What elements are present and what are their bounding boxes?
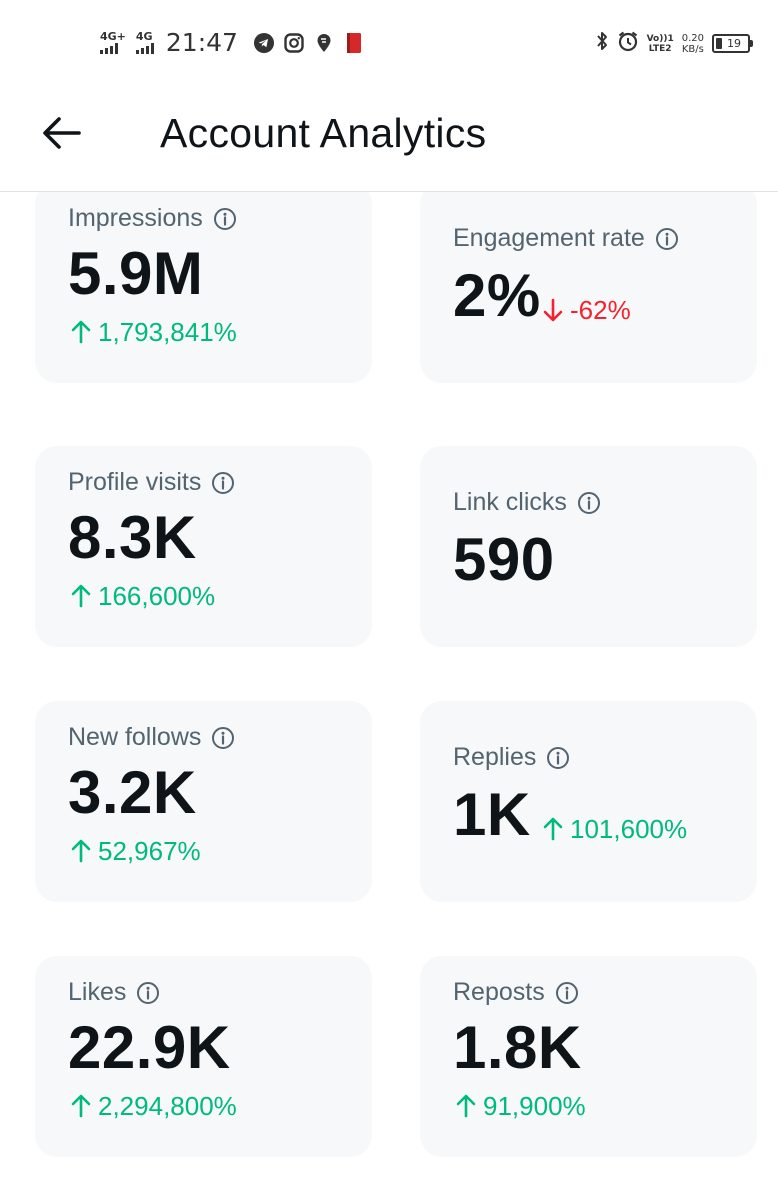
- metric-label: Reposts: [453, 978, 545, 1006]
- battery-fill: [716, 38, 722, 49]
- lte-label: LTE2: [648, 43, 672, 54]
- metric-card-profile-visits[interactable]: Profile visits 8.3K 166,600%: [35, 446, 372, 647]
- volte-label: Vo)): [646, 33, 668, 44]
- metric-label: Engagement rate: [453, 224, 645, 252]
- battery-level: 19: [727, 37, 741, 50]
- metric-value: 1K: [453, 781, 531, 848]
- info-icon[interactable]: [555, 981, 579, 1005]
- metric-label-row: Impressions: [68, 204, 237, 233]
- instagram-icon: [284, 32, 304, 53]
- status-bar-left: 4G+ 4G 21:47: [100, 28, 364, 57]
- arrow-up-icon: [70, 1094, 92, 1118]
- metric-label: Likes: [68, 978, 127, 1006]
- network-type-1: 4G+: [100, 30, 126, 43]
- app-header: Account Analytics: [0, 90, 778, 192]
- metric-change-value: 166,600%: [98, 581, 216, 611]
- volte-sim: 1: [667, 33, 674, 44]
- info-icon[interactable]: [136, 981, 160, 1005]
- metric-card-replies[interactable]: Replies 1K 101,600%: [420, 701, 757, 902]
- metric-value: 3.2K: [68, 759, 197, 826]
- info-icon[interactable]: [211, 726, 235, 750]
- metric-label: New follows: [68, 723, 202, 751]
- metric-change: 91,900%: [455, 1093, 586, 1119]
- arrow-up-icon: [70, 320, 92, 344]
- swiggy-icon: [314, 33, 334, 53]
- metric-label-row: Link clicks: [453, 488, 601, 517]
- arrow-left-icon: [43, 117, 81, 149]
- arrow-up-icon: [455, 1094, 477, 1118]
- metric-change: -62%: [542, 297, 631, 323]
- metric-card-new-follows[interactable]: New follows 3.2K 52,967%: [35, 701, 372, 902]
- metric-value: 1.8K: [453, 1014, 582, 1081]
- battery-icon: 19: [712, 34, 753, 53]
- page-title: Account Analytics: [160, 110, 487, 156]
- metric-label-row: New follows: [68, 723, 235, 752]
- signal-sim-1: 4G+: [100, 31, 126, 54]
- arrow-down-icon: [542, 298, 564, 322]
- metric-change-value: 2,294,800%: [98, 1091, 237, 1121]
- metric-change-value: 1,793,841%: [98, 317, 237, 347]
- info-icon[interactable]: [577, 491, 601, 515]
- book-icon: [344, 32, 364, 53]
- speed-value: 0.20: [681, 32, 704, 44]
- back-button[interactable]: [38, 112, 84, 154]
- metric-card-link-clicks[interactable]: Link clicks 590: [420, 446, 757, 647]
- network-type-2: 4G: [135, 30, 153, 43]
- metric-value: 5.9M: [68, 240, 204, 307]
- metric-change: 166,600%: [70, 583, 215, 609]
- metric-label: Replies: [453, 743, 537, 771]
- status-bar-right: Vo))1 LTE2 0.20 KB/s 19: [595, 30, 753, 57]
- metric-change: 101,600%: [542, 816, 687, 842]
- metric-change-value: 101,600%: [570, 814, 688, 844]
- bluetooth-icon: [595, 31, 609, 56]
- metric-value: 22.9K: [68, 1014, 231, 1081]
- metric-value: 590: [453, 526, 555, 593]
- metric-label: Profile visits: [68, 468, 202, 496]
- metric-card-engagement-rate[interactable]: Engagement rate 2% -62%: [420, 192, 757, 383]
- metric-card-likes[interactable]: Likes 22.9K 2,294,800%: [35, 956, 372, 1157]
- metric-card-reposts[interactable]: Reposts 1.8K 91,900%: [420, 956, 757, 1157]
- clock: 21:47: [165, 28, 238, 57]
- info-icon[interactable]: [213, 207, 237, 231]
- metric-value: 8.3K: [68, 504, 197, 571]
- metric-change-value: -62%: [570, 295, 631, 325]
- signal-bars-icon: [100, 43, 118, 54]
- metric-label: Impressions: [68, 204, 203, 232]
- metrics-grid: Impressions 5.9M 1,793,841% Engagement rate…: [35, 192, 757, 1200]
- alarm-icon: [617, 30, 639, 57]
- metric-change: 1,793,841%: [70, 319, 237, 345]
- metric-change: 52,967%: [70, 838, 201, 864]
- arrow-up-icon: [70, 839, 92, 863]
- metric-label: Link clicks: [453, 488, 567, 516]
- speed-unit: KB/s: [681, 43, 704, 55]
- telegram-icon: [253, 32, 274, 53]
- metric-change-value: 91,900%: [483, 1091, 586, 1121]
- info-icon[interactable]: [546, 746, 570, 770]
- metric-value: 2%: [453, 262, 541, 329]
- arrow-up-icon: [542, 817, 564, 841]
- volte-indicator: Vo))1 LTE2: [647, 34, 674, 54]
- info-icon[interactable]: [655, 227, 679, 251]
- metric-label-row: Likes: [68, 978, 160, 1007]
- arrow-up-icon: [70, 584, 92, 608]
- status-bar: 4G+ 4G 21:47 Vo))1 LTE2: [0, 0, 778, 90]
- metric-label-row: Reposts: [453, 978, 579, 1007]
- metric-change: 2,294,800%: [70, 1093, 237, 1119]
- metric-label-row: Engagement rate: [453, 224, 679, 253]
- signal-bars-icon: [135, 43, 154, 54]
- metric-card-impressions[interactable]: Impressions 5.9M 1,793,841%: [35, 192, 372, 383]
- metric-label-row: Replies: [453, 743, 570, 772]
- info-icon[interactable]: [211, 471, 235, 495]
- network-speed: 0.20 KB/s: [682, 33, 704, 55]
- signal-sim-2: 4G: [135, 30, 154, 54]
- metric-label-row: Profile visits: [68, 468, 235, 497]
- metric-change-value: 52,967%: [98, 836, 201, 866]
